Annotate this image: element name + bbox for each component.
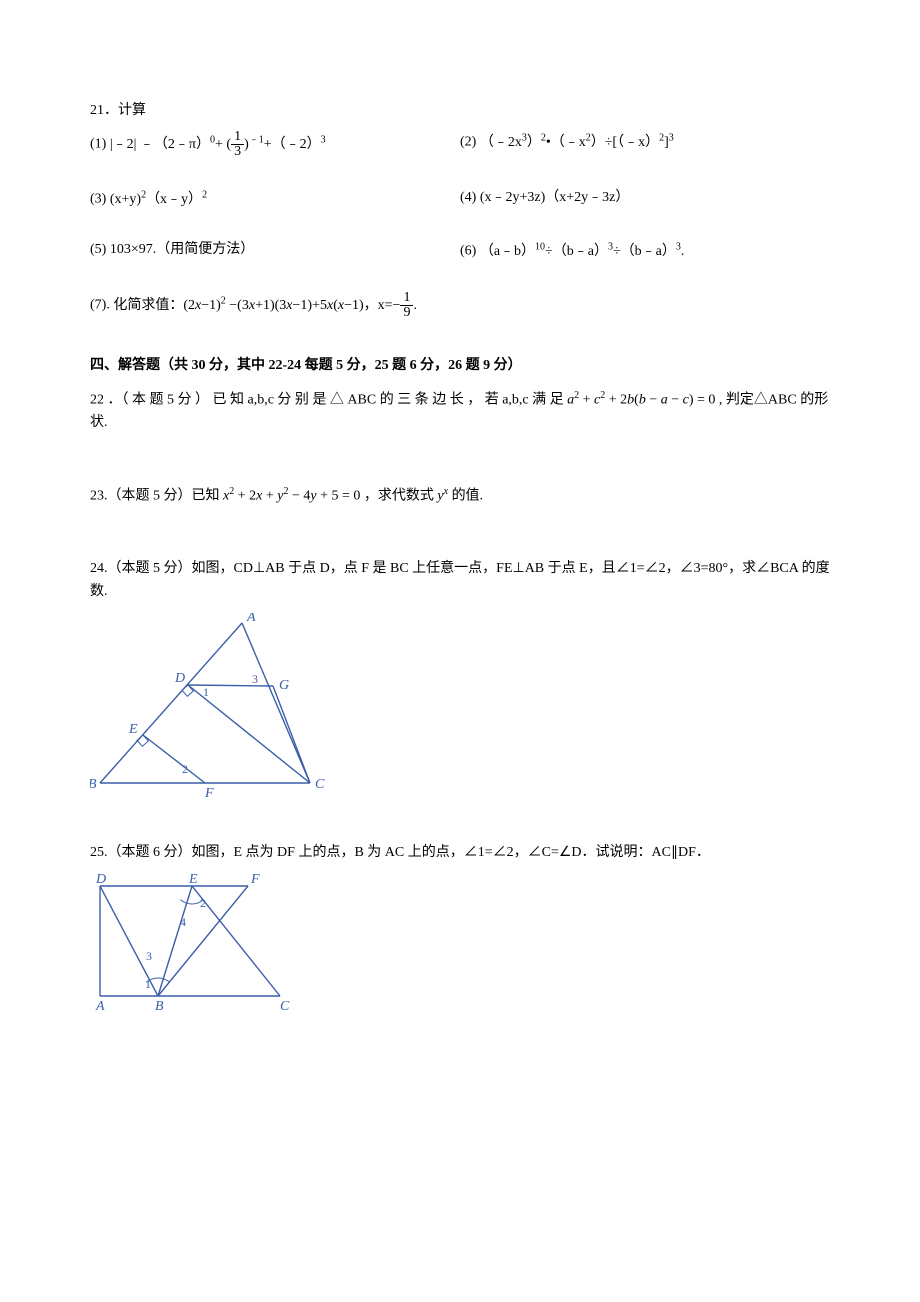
- q21-item-7: (7). 化简求值：(2x−1)2 −(3x+1)(3x−1)+5x(x−1)，…: [90, 291, 417, 320]
- q21-block: 21．计算 (1) |﹣2| ﹣（2﹣π）0+ (13)﹣1+（﹣2）3 (2)…: [90, 100, 830, 320]
- q24-text: 24.（本题 5 分）如图，CD⊥AB 于点 D，点 F 是 BC 上任意一点，…: [90, 558, 830, 603]
- svg-text:3: 3: [146, 949, 152, 963]
- svg-text:C: C: [315, 777, 325, 792]
- q21-item-5: (5) 103×97.（用简便方法）: [90, 239, 460, 263]
- q21-item-4-text: (x﹣2y+3z)（x+2y﹣3z）: [480, 190, 630, 205]
- q22-text: 22 ．（ 本 题 5 分 ） 已 知 a,b,c 分 别 是 △ ABC 的 …: [90, 388, 830, 434]
- svg-text:C: C: [280, 999, 290, 1014]
- svg-text:A: A: [246, 613, 256, 625]
- q21-item-6: (6) （a﹣b）10÷（b﹣a）3÷（b﹣a）3.: [460, 239, 830, 263]
- section4-title: 四、解答题（共 30 分，其中 22-24 每题 5 分，25 题 6 分，26…: [90, 355, 830, 377]
- svg-text:B: B: [90, 777, 97, 792]
- svg-text:D: D: [174, 671, 185, 686]
- svg-text:E: E: [188, 874, 198, 887]
- svg-text:F: F: [250, 874, 260, 887]
- svg-text:G: G: [279, 678, 289, 693]
- svg-text:2: 2: [200, 896, 206, 910]
- svg-text:E: E: [128, 722, 138, 737]
- q24-svg: A B C D E F G 1 2 3: [90, 613, 330, 803]
- svg-text:A: A: [95, 999, 105, 1014]
- q21-item-2-text: （﹣2x3）2•（﹣x2）÷[（﹣x）2]3: [480, 135, 674, 150]
- q21-item-1-label: (1): [90, 137, 106, 152]
- svg-text:2: 2: [182, 762, 188, 776]
- q24-block: 24.（本题 5 分）如图，CD⊥AB 于点 D，点 F 是 BC 上任意一点，…: [90, 558, 830, 811]
- q21-item-3-text: (x+y)2（x﹣y）2: [110, 192, 207, 207]
- q21-item-6-label: (6): [460, 244, 476, 259]
- q21-item-2-label: (2): [460, 135, 476, 150]
- q21-item-7-label: (7).: [90, 298, 110, 313]
- q24-diagram: A B C D E F G 1 2 3: [90, 613, 830, 811]
- svg-text:3: 3: [252, 672, 258, 686]
- svg-text:F: F: [204, 786, 214, 801]
- q21-row-2: (3) (x+y)2（x﹣y）2 (4) (x﹣2y+3z)（x+2y﹣3z）: [90, 187, 830, 211]
- q21-item-1: (1) |﹣2| ﹣（2﹣π）0+ (13)﹣1+（﹣2）3: [90, 130, 460, 159]
- q21-row-3: (5) 103×97.（用简便方法） (6) （a﹣b）10÷（b﹣a）3÷（b…: [90, 239, 830, 263]
- q25-block: 25.（本题 6 分）如图，E 点为 DF 上的点，B 为 AC 上的点，∠1=…: [90, 842, 830, 1028]
- q23-block: 23.（本题 5 分）已知 x2 + 2x + y2 − 4y + 5 = 0 …: [90, 484, 830, 508]
- q21-row-4: (7). 化简求值：(2x−1)2 −(3x+1)(3x−1)+5x(x−1)，…: [90, 291, 830, 320]
- q21-item-4: (4) (x﹣2y+3z)（x+2y﹣3z）: [460, 187, 830, 211]
- q21-item-6-text: （a﹣b）10÷（b﹣a）3÷（b﹣a）3.: [480, 244, 685, 259]
- q21-item-1-text: |﹣2| ﹣（2﹣π）0+ (13)﹣1+（﹣2）3: [110, 137, 326, 152]
- q21-item-2: (2) （﹣2x3）2•（﹣x2）÷[（﹣x）2]3: [460, 130, 830, 159]
- q23-text: 23.（本题 5 分）已知 x2 + 2x + y2 − 4y + 5 = 0 …: [90, 484, 830, 508]
- q21-item-3-label: (3): [90, 192, 106, 207]
- svg-text:1: 1: [145, 977, 151, 991]
- q21-item-7-text: 化简求值：(2x−1)2 −(3x+1)(3x−1)+5x(x−1)，x=−19…: [113, 298, 417, 313]
- q25-text: 25.（本题 6 分）如图，E 点为 DF 上的点，B 为 AC 上的点，∠1=…: [90, 842, 830, 864]
- q21-row-1: (1) |﹣2| ﹣（2﹣π）0+ (13)﹣1+（﹣2）3 (2) （﹣2x3…: [90, 130, 830, 159]
- q22-block: 22 ．（ 本 题 5 分 ） 已 知 a,b,c 分 别 是 △ ABC 的 …: [90, 388, 830, 434]
- q25-svg: D E F A B C 24 3 1: [90, 874, 300, 1019]
- svg-text:4: 4: [180, 915, 186, 929]
- q25-diagram: D E F A B C 24 3 1: [90, 874, 830, 1027]
- q21-item-4-label: (4): [460, 190, 476, 205]
- svg-text:1: 1: [203, 685, 209, 699]
- svg-text:B: B: [155, 999, 164, 1014]
- q21-header: 21．计算: [90, 100, 830, 122]
- q21-item-5-text: 103×97.（用简便方法）: [110, 242, 254, 257]
- svg-text:D: D: [95, 874, 106, 887]
- q21-item-3: (3) (x+y)2（x﹣y）2: [90, 187, 460, 211]
- q21-item-5-label: (5): [90, 242, 106, 257]
